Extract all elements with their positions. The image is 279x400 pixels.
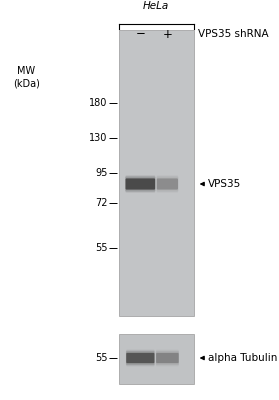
FancyBboxPatch shape [156,350,179,366]
Text: 95: 95 [95,168,107,178]
Text: 130: 130 [89,133,107,143]
FancyBboxPatch shape [126,178,155,190]
Text: HeLa: HeLa [143,1,169,11]
Bar [119,30,194,316]
Text: 55: 55 [95,353,107,363]
FancyBboxPatch shape [157,175,178,193]
Text: 72: 72 [95,198,107,208]
FancyBboxPatch shape [125,176,155,192]
Text: VPS35 shRNA: VPS35 shRNA [198,29,269,39]
FancyBboxPatch shape [157,178,178,190]
FancyBboxPatch shape [156,353,179,363]
Text: alpha Tubulin: alpha Tubulin [208,353,277,363]
Text: 180: 180 [89,98,107,108]
FancyBboxPatch shape [125,175,155,193]
FancyBboxPatch shape [156,351,179,365]
Text: 55: 55 [95,243,107,253]
FancyBboxPatch shape [126,353,155,363]
Text: VPS35: VPS35 [208,179,241,189]
Bar [119,334,194,384]
FancyBboxPatch shape [126,351,155,365]
FancyBboxPatch shape [126,350,155,366]
Text: MW
(kDa): MW (kDa) [13,66,40,88]
Text: −: − [135,28,145,40]
Text: +: + [162,28,172,40]
FancyBboxPatch shape [157,176,178,192]
